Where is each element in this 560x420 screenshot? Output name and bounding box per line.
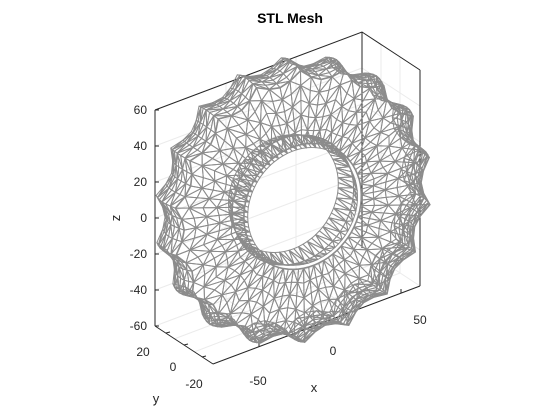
mesh-triangle xyxy=(323,248,332,255)
mesh-triangle xyxy=(364,72,370,87)
y-tick-label: 0 xyxy=(170,360,177,374)
grid-line xyxy=(361,139,421,179)
x-tick-labels: -50 0 50 xyxy=(249,313,427,388)
mesh-triangle xyxy=(198,300,205,319)
mesh-triangle xyxy=(166,249,175,263)
y-tick-labels: 20 0 -20 xyxy=(136,345,203,391)
stl-mesh[interactable] xyxy=(155,56,431,344)
x-tick-label: 50 xyxy=(413,313,427,327)
tread-outline xyxy=(174,68,431,344)
mesh-triangle xyxy=(393,128,401,138)
mesh-triangle xyxy=(316,310,334,317)
z-tick-label: 20 xyxy=(134,175,148,189)
x-axis-line xyxy=(212,285,421,365)
mesh-triangle xyxy=(400,191,417,204)
mesh-triangle xyxy=(155,183,167,199)
mesh-triangle xyxy=(239,178,258,188)
mesh-triangle xyxy=(338,149,348,165)
x-tick-label: -50 xyxy=(249,374,267,388)
mesh-triangle xyxy=(312,135,326,150)
mesh-triangle xyxy=(295,311,310,320)
mesh-triangle xyxy=(252,158,271,170)
grid-line xyxy=(154,175,363,255)
mesh-triangle xyxy=(233,221,250,228)
mesh-triangle xyxy=(370,255,381,268)
mesh-triangle xyxy=(240,240,256,246)
grid-line xyxy=(154,247,363,327)
x-axis-label: x xyxy=(311,380,318,395)
grid-line xyxy=(361,247,421,287)
mesh-triangle xyxy=(184,286,197,297)
z-tick-label: 0 xyxy=(140,211,147,225)
z-tick-label: 60 xyxy=(134,103,148,117)
grid-line xyxy=(154,211,363,291)
mesh-triangle xyxy=(156,228,164,246)
tick-marks xyxy=(155,109,402,358)
mesh-triangle xyxy=(190,119,197,134)
z-tick-label: -20 xyxy=(130,247,148,261)
mesh-triangle xyxy=(215,311,229,318)
mesh-triangle xyxy=(339,231,346,241)
mesh-triangle xyxy=(332,240,340,248)
mesh-triangle xyxy=(291,135,307,149)
mesh-triangle xyxy=(314,255,323,260)
mesh-triangle xyxy=(280,57,293,65)
mesh-triangle xyxy=(253,320,269,326)
mesh-triangle xyxy=(352,198,358,212)
mesh-triangle xyxy=(198,102,213,108)
x-tick-label: 0 xyxy=(330,344,337,358)
mesh-triangle xyxy=(170,147,174,163)
mesh-triangle xyxy=(399,136,416,147)
z-tick-label: -60 xyxy=(130,319,148,333)
mesh-triangle xyxy=(231,211,249,218)
mesh-triangle xyxy=(401,169,408,182)
mesh-triangle xyxy=(236,74,251,77)
mesh-triangle xyxy=(263,259,277,263)
y-axis-label: y xyxy=(153,391,160,406)
y-tick-label: 20 xyxy=(136,345,150,359)
z-tick-label: 40 xyxy=(134,139,148,153)
mesh-triangle xyxy=(353,187,358,201)
mesh-triangle xyxy=(222,87,231,99)
mesh-triangle xyxy=(260,67,272,76)
mesh-triangle xyxy=(274,322,290,334)
mesh-triangle xyxy=(170,139,184,150)
mesh-triangle xyxy=(352,176,357,186)
mesh-triangle xyxy=(383,238,402,248)
mesh-triangle xyxy=(349,209,355,222)
mesh-triangle xyxy=(162,206,167,221)
mesh-triangle xyxy=(171,161,174,176)
plot-title: STL Mesh xyxy=(257,10,323,26)
mesh-triangle xyxy=(270,143,288,157)
mesh-triangle xyxy=(345,220,352,232)
z-tick-label: -40 xyxy=(130,283,148,297)
mesh-triangle xyxy=(393,213,401,227)
mesh-triangle xyxy=(336,289,349,300)
mesh-triangle xyxy=(324,56,334,69)
z-axis-label: z xyxy=(108,215,123,222)
mesh-triangle xyxy=(354,280,373,285)
mesh-triangle xyxy=(304,260,314,264)
mesh-triangle xyxy=(301,63,314,68)
y-tick-label: -20 xyxy=(185,377,203,391)
bore-outline xyxy=(243,142,363,271)
mesh-triangle xyxy=(172,269,175,288)
mesh-triangle xyxy=(372,94,382,101)
z-tick-labels: 60 40 20 0 -20 -40 -60 xyxy=(130,103,148,333)
